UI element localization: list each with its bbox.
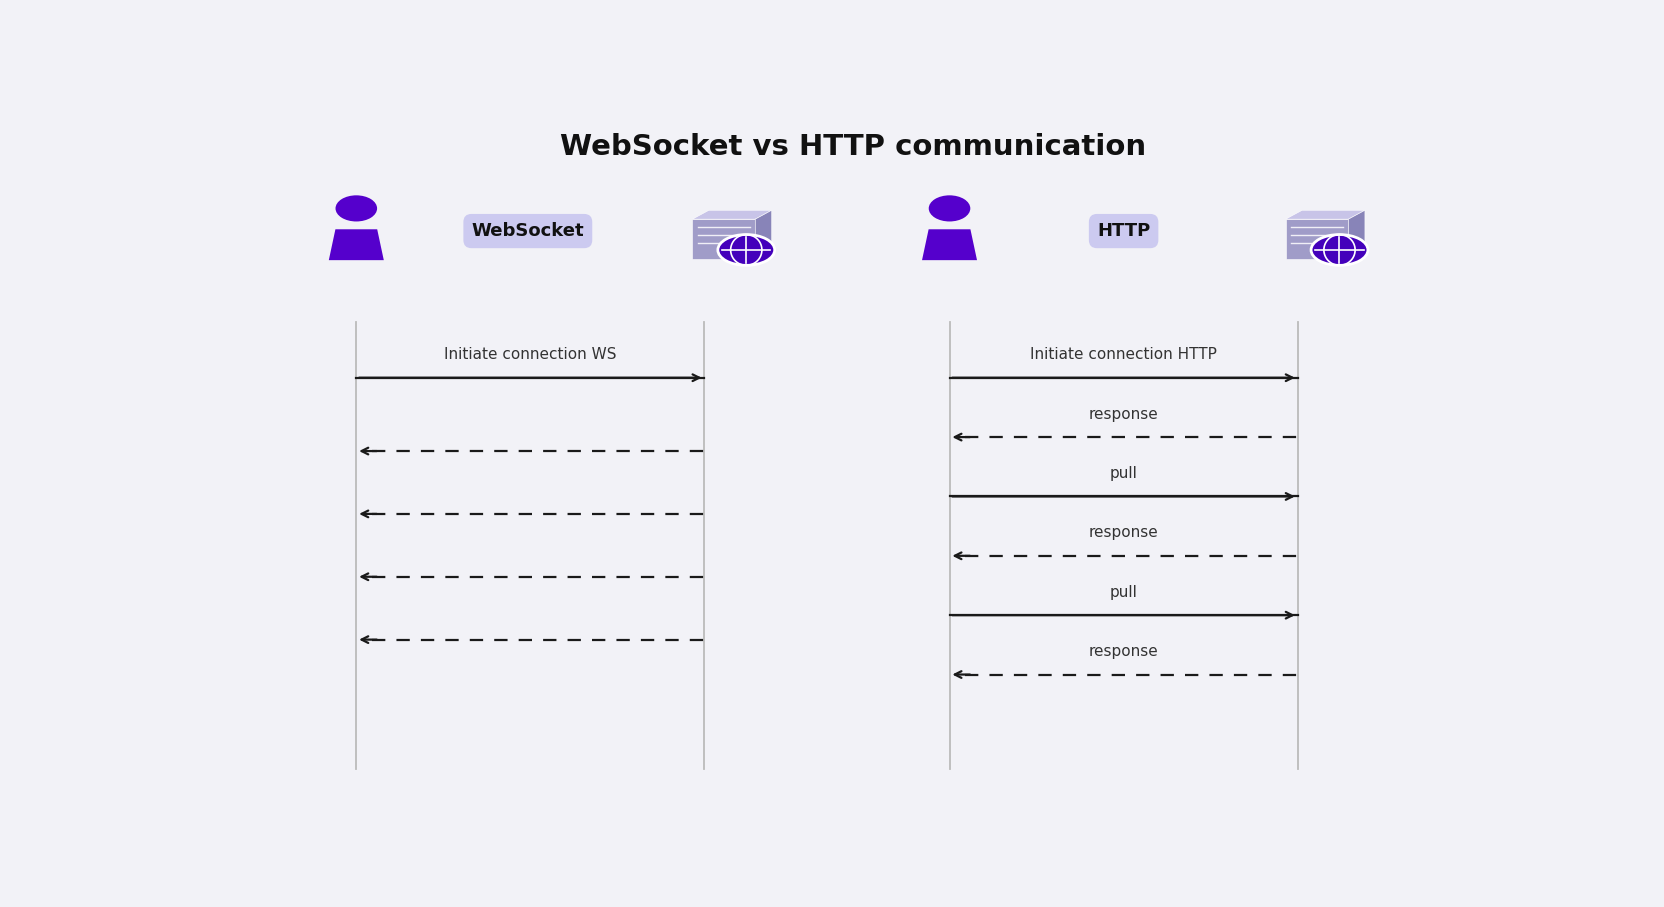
Polygon shape xyxy=(755,210,772,258)
Text: response: response xyxy=(1088,525,1158,541)
Text: HTTP: HTTP xyxy=(1097,222,1150,240)
Polygon shape xyxy=(692,219,755,258)
Text: pull: pull xyxy=(1110,466,1138,481)
Polygon shape xyxy=(1348,210,1364,258)
Ellipse shape xyxy=(336,195,378,221)
Text: response: response xyxy=(1088,644,1158,659)
Text: WebSocket vs HTTP communication: WebSocket vs HTTP communication xyxy=(559,133,1146,161)
Polygon shape xyxy=(922,229,977,260)
Text: Initiate connection HTTP: Initiate connection HTTP xyxy=(1030,347,1216,363)
Polygon shape xyxy=(329,229,384,260)
Text: response: response xyxy=(1088,406,1158,422)
Text: Initiate connection WS: Initiate connection WS xyxy=(444,347,617,363)
Text: WebSocket: WebSocket xyxy=(471,222,584,240)
Polygon shape xyxy=(1286,210,1364,219)
Ellipse shape xyxy=(929,195,970,221)
Circle shape xyxy=(717,235,775,266)
Circle shape xyxy=(1311,235,1368,266)
Polygon shape xyxy=(1286,219,1348,258)
Polygon shape xyxy=(692,210,772,219)
Text: pull: pull xyxy=(1110,585,1138,600)
